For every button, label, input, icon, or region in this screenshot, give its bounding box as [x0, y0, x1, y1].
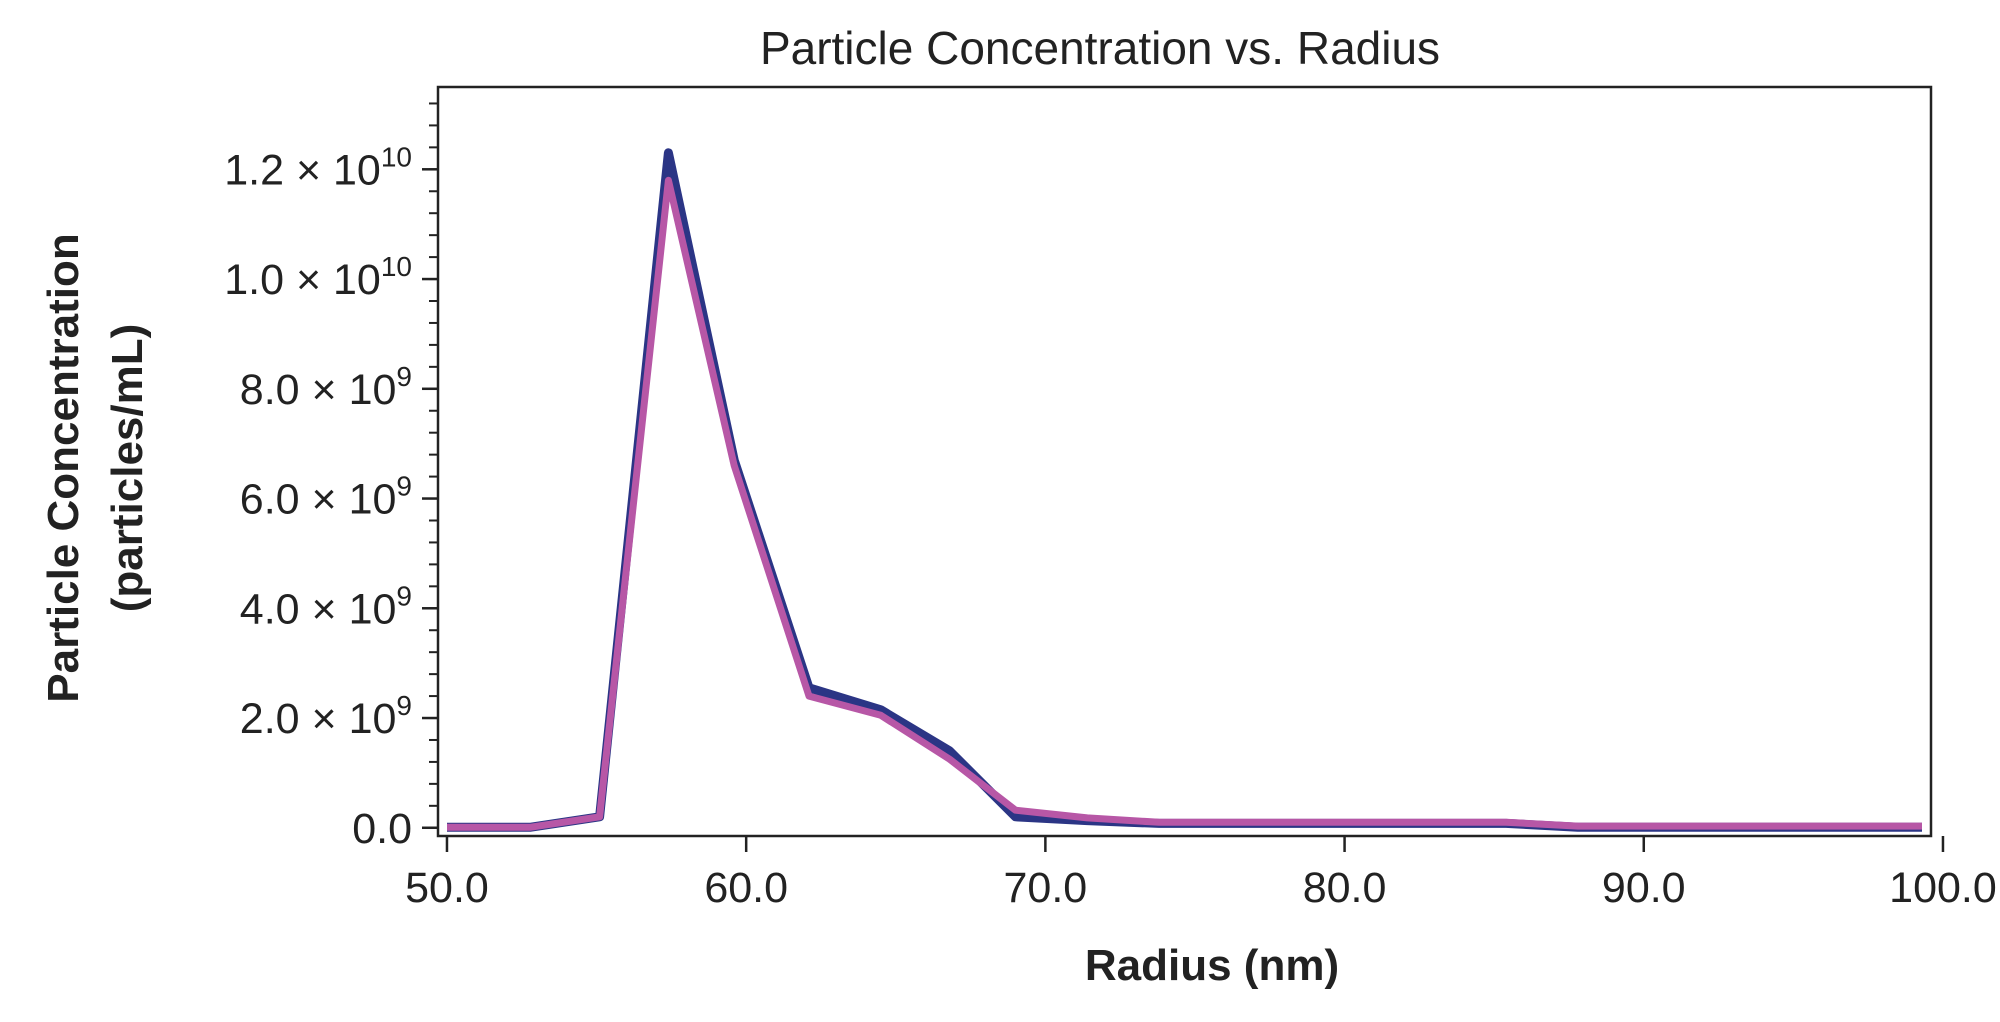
x-tick-label: 80.0	[1303, 864, 1387, 912]
y-tick-label: 0.0	[352, 805, 412, 853]
series-line-2	[447, 176, 1922, 831]
x-axis-label: Radius (nm)	[1085, 941, 1339, 990]
x-tick-label: 50.0	[405, 864, 489, 912]
y-axis-label: Particle Concentration (particles/mL)	[39, 233, 152, 702]
chart-title: Particle Concentration vs. Radius	[760, 22, 1440, 74]
y-tick-label: 2.0 × 109	[240, 690, 412, 743]
y-tick-label: 4.0 × 109	[240, 580, 412, 633]
plot-frame	[436, 85, 1933, 838]
x-tick-label: 60.0	[704, 864, 788, 912]
series-line-1	[447, 148, 1922, 832]
y-tick-label: 6.0 × 109	[240, 471, 412, 524]
y-tick-label: 1.2 × 1010	[224, 141, 412, 194]
y-axis-label-line-1: Particle Concentration	[39, 233, 88, 702]
y-tick-label: 1.0 × 1010	[224, 251, 412, 304]
y-axis-label-line-2: (particles/mL)	[103, 324, 152, 613]
y-tick-label: 8.0 × 109	[240, 361, 412, 414]
x-tick-label: 90.0	[1602, 864, 1686, 912]
plot-area: 0.0 2.0 × 109 4.0 × 109 6.0 × 109 8.0 × 109 1…	[224, 85, 1997, 912]
x-tick-label: 70.0	[1004, 864, 1088, 912]
x-tick-label: 100.0	[1889, 864, 1997, 912]
